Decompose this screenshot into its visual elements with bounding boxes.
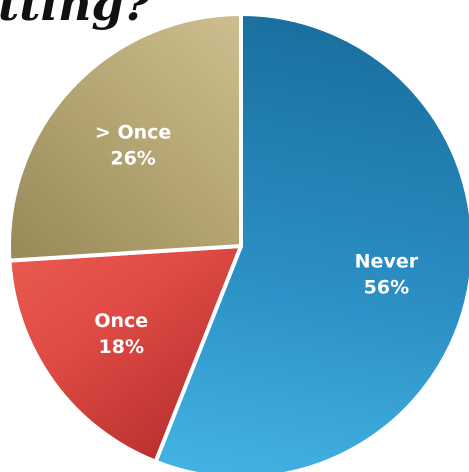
slice-label-once: > Once: [95, 122, 171, 144]
slice-value-never: 56%: [364, 277, 409, 299]
slice-label-never: Never: [355, 251, 419, 273]
pie-slice-once: [7, 12, 243, 263]
pie-slice-once: [7, 244, 243, 464]
slice-label-once: Once: [94, 310, 148, 332]
slice-value-once: 18%: [99, 336, 144, 358]
slice-value-once: 26%: [110, 148, 155, 170]
pie-labels: Never 56% Once 18% > Once 26%: [94, 122, 418, 358]
chart-title-fragment: tting?: [0, 0, 151, 31]
pie-slices: [7, 12, 469, 472]
